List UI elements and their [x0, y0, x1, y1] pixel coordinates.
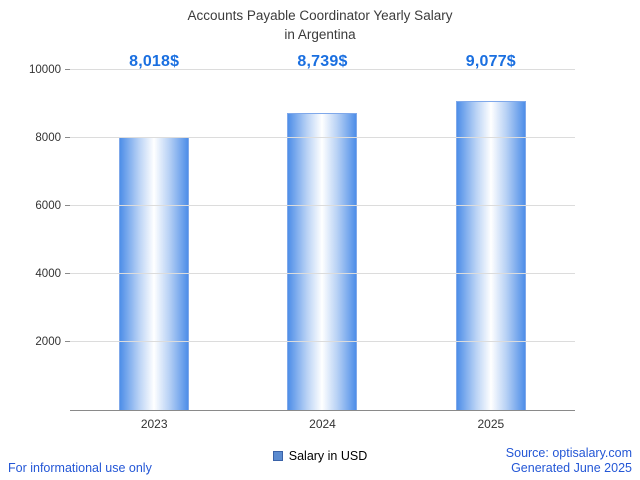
x-tick-label: 2025 — [477, 417, 505, 431]
bar-2025 — [455, 101, 526, 410]
chart-title-line1: Accounts Payable Coordinator Yearly Sala… — [187, 8, 453, 23]
source-link[interactable]: Source: optisalary.com — [505, 445, 632, 460]
gridline — [70, 137, 575, 138]
generated-text: Generated June 2025 — [511, 461, 632, 476]
chart-title-line2: in Argentina — [284, 26, 356, 42]
y-tick-label: 6000 — [35, 200, 61, 212]
y-tick-mark — [65, 205, 70, 206]
y-tick-label: 4000 — [35, 268, 61, 280]
gridline — [70, 205, 575, 206]
gridline — [70, 341, 575, 342]
bar-cell — [238, 70, 406, 410]
x-axis-labels: 2023 2024 2025 — [70, 417, 575, 431]
bar-value-label: 8,018$ — [129, 53, 180, 70]
bar-cell — [407, 70, 575, 410]
legend-swatch-icon — [272, 451, 283, 461]
legend-label: Salary in USD — [288, 449, 368, 463]
plot-area: 2000 4000 6000 8000 10000 — [29, 64, 575, 411]
bar-value-labels: 8,018$ 8,739$ 9,077$ — [70, 53, 575, 71]
disclaimer-text: For informational use only — [8, 461, 152, 475]
legend: Salary in USD — [0, 449, 640, 463]
gridline — [70, 69, 575, 70]
y-tick-label: 8000 — [35, 132, 61, 144]
bar-2024 — [287, 112, 358, 410]
y-tick-mark — [65, 273, 70, 274]
y-tick-label: 2000 — [35, 336, 61, 348]
source-block: Source: optisalary.com Generated June 20… — [506, 446, 632, 477]
bar-cell — [70, 70, 238, 410]
bar-value-label: 9,077$ — [465, 53, 516, 70]
chart-title: Accounts Payable Coordinator Yearly Sala… — [0, 7, 640, 45]
gridline — [70, 273, 575, 274]
bars — [70, 70, 575, 410]
y-tick-mark — [65, 341, 70, 342]
y-tick-mark — [65, 69, 70, 70]
x-tick-label: 2023 — [140, 417, 168, 431]
y-tick-mark — [65, 137, 70, 138]
bar-value-label: 8,739$ — [297, 53, 348, 70]
y-tick-label: 10000 — [29, 64, 61, 76]
x-tick-label: 2024 — [309, 417, 336, 431]
